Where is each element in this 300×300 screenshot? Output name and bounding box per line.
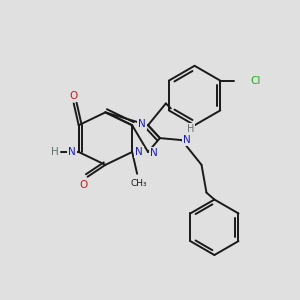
Text: N: N [150,148,158,158]
Text: Cl: Cl [250,76,260,85]
Text: O: O [70,91,78,100]
Text: O: O [80,180,88,190]
Text: N: N [135,147,143,157]
Text: N: N [183,135,190,145]
Text: N: N [138,119,146,129]
Text: H: H [51,147,59,157]
Text: N: N [68,147,76,157]
Text: H: H [187,124,194,134]
Text: CH₃: CH₃ [131,179,147,188]
